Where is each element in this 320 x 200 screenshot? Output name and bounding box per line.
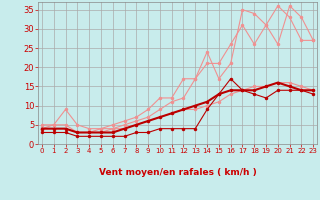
X-axis label: Vent moyen/en rafales ( km/h ): Vent moyen/en rafales ( km/h ) [99,168,256,177]
